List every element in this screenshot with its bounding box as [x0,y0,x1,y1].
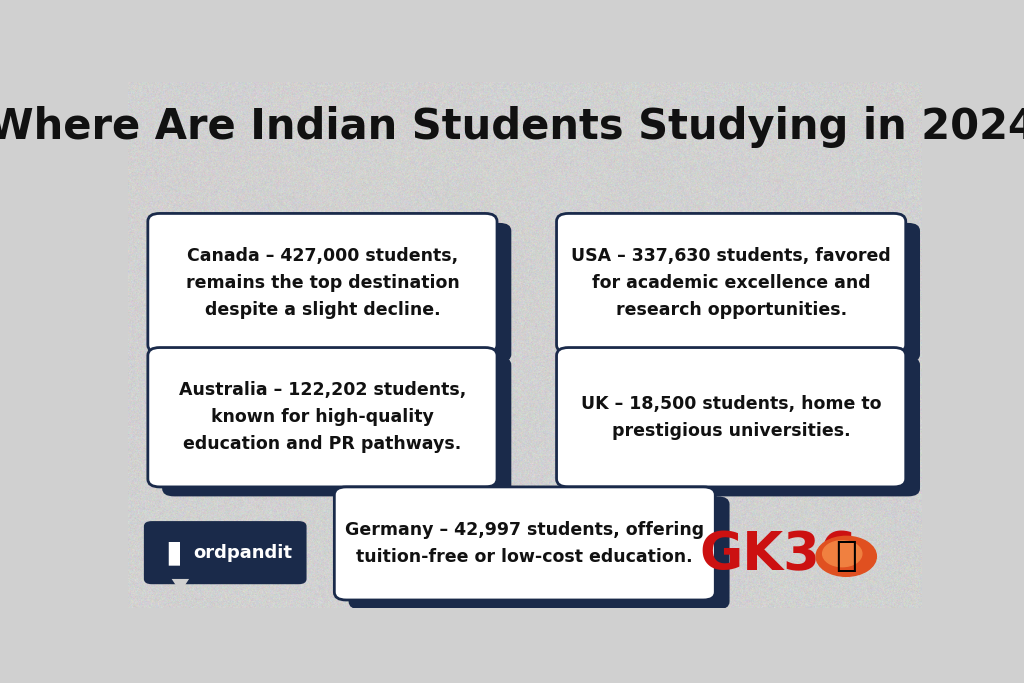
Text: Germany – 42,997 students, offering
tuition-free or low-cost education.: Germany – 42,997 students, offering tuit… [345,521,705,566]
Text: GK36: GK36 [699,529,857,581]
Text: USA – 337,630 students, favored
for academic excellence and
research opportuniti: USA – 337,630 students, favored for acad… [571,247,891,319]
Text: ▮: ▮ [166,538,182,567]
Text: Australia – 122,202 students,
known for high-quality
education and PR pathways.: Australia – 122,202 students, known for … [179,381,466,454]
FancyBboxPatch shape [570,223,920,362]
Circle shape [822,541,862,567]
Text: "Where Are Indian Students Studying in 2024?": "Where Are Indian Students Studying in 2… [0,106,1024,148]
Polygon shape [172,579,189,592]
FancyBboxPatch shape [162,223,511,362]
FancyBboxPatch shape [570,357,920,497]
FancyBboxPatch shape [334,487,715,600]
Text: ordpandit: ordpandit [194,544,292,561]
FancyBboxPatch shape [143,521,306,584]
Text: 🌐: 🌐 [836,540,857,573]
Polygon shape [165,568,183,576]
FancyBboxPatch shape [147,213,497,353]
Text: Canada – 427,000 students,
remains the top destination
despite a slight decline.: Canada – 427,000 students, remains the t… [185,247,460,319]
Text: UK – 18,500 students, home to
prestigious universities.: UK – 18,500 students, home to prestigiou… [581,395,882,440]
FancyBboxPatch shape [348,497,729,609]
FancyBboxPatch shape [162,357,511,497]
Circle shape [816,536,877,576]
FancyBboxPatch shape [557,348,905,487]
FancyBboxPatch shape [557,213,905,353]
FancyBboxPatch shape [147,348,497,487]
